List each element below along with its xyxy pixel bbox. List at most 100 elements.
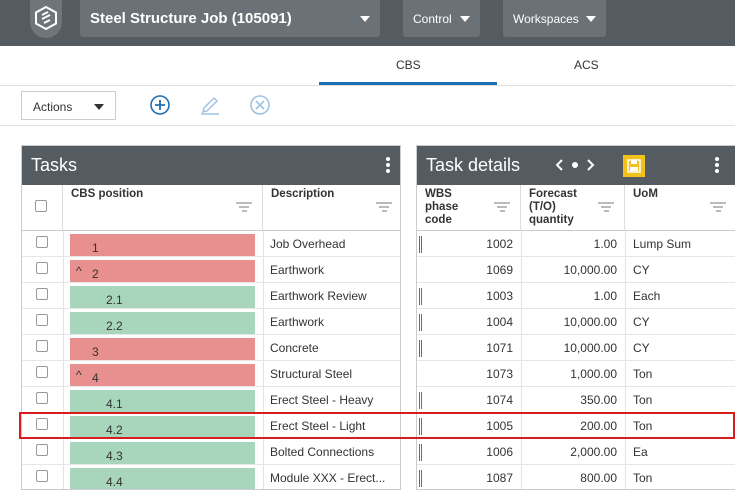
cbs-position-cell[interactable]: 4.1: [70, 390, 255, 412]
row-checkbox[interactable]: [36, 392, 48, 404]
row-checkbox[interactable]: [36, 470, 48, 482]
project-name: Steel Structure Job (105091): [90, 10, 292, 27]
filter-icon[interactable]: [710, 202, 726, 214]
delete-icon[interactable]: [249, 94, 271, 116]
uom-cell: CY: [633, 263, 650, 277]
cbs-position-value: 4.1: [106, 397, 123, 411]
control-label: Control: [413, 11, 452, 26]
task-row[interactable]: 1 Job Overhead: [22, 231, 400, 257]
selected-row-highlight: [19, 412, 735, 439]
filter-icon[interactable]: [494, 202, 510, 214]
task-row[interactable]: 4.1 Erect Steel - Heavy: [22, 387, 400, 413]
project-selector[interactable]: Steel Structure Job (105091): [80, 0, 380, 37]
forecast-quantity-cell: 350.00: [580, 393, 617, 407]
tab-cbs[interactable]: CBS: [396, 58, 421, 72]
task-row[interactable]: 3 Concrete: [22, 335, 400, 361]
task-row[interactable]: 2.1 Earthwork Review: [22, 283, 400, 309]
task-row[interactable]: 4.4 Module XXX - Erect...: [22, 465, 400, 489]
filter-icon[interactable]: [236, 202, 252, 214]
wbs-label-2: phase: [425, 201, 459, 213]
collapse-chevron-icon[interactable]: ^: [76, 368, 82, 382]
pager-nav-icon[interactable]: [555, 157, 595, 173]
detail-row[interactable]: 1071 10,000.00 CY: [417, 335, 735, 361]
add-icon[interactable]: [149, 94, 171, 116]
description-cell: Module XXX - Erect...: [270, 471, 386, 485]
forecast-quantity-cell: 10,000.00: [563, 315, 617, 329]
cbs-position-cell[interactable]: 1: [70, 234, 255, 256]
status-marker: [419, 288, 422, 305]
forecast-quantity-cell: 10,000.00: [563, 341, 617, 355]
tasks-title: Tasks: [31, 155, 78, 175]
collapse-chevron-icon[interactable]: ^: [76, 264, 82, 278]
detail-row[interactable]: 1006 2,000.00 Ea: [417, 439, 735, 465]
row-checkbox[interactable]: [36, 236, 48, 248]
detail-row[interactable]: 1003 1.00 Each: [417, 283, 735, 309]
workspaces-menu[interactable]: Workspaces: [503, 0, 606, 37]
wbs-label-3: code: [425, 214, 452, 226]
description-cell: Earthwork: [270, 315, 325, 329]
cbs-position-cell[interactable]: 4.4: [70, 468, 255, 489]
forecast-quantity-cell: 200.00: [580, 419, 617, 433]
app-logo-icon[interactable]: [30, 0, 62, 38]
detail-row[interactable]: 1073 1,000.00 Ton: [417, 361, 735, 387]
cbs-position-cell[interactable]: 2.1: [70, 286, 255, 308]
edit-icon[interactable]: [199, 94, 221, 116]
cbs-position-cell[interactable]: 2.2: [70, 312, 255, 334]
detail-row[interactable]: 1069 10,000.00 CY: [417, 257, 735, 283]
cbs-position-cell[interactable]: 4.2: [70, 416, 255, 438]
forecast-label-3: quantity: [529, 214, 574, 226]
actions-dropdown[interactable]: Actions: [21, 91, 116, 120]
status-marker: [419, 418, 422, 435]
row-checkbox[interactable]: [36, 314, 48, 326]
detail-row[interactable]: 1087 800.00 Ton: [417, 465, 735, 489]
cbs-position-header[interactable]: CBS position: [63, 185, 263, 231]
tab-acs[interactable]: ACS: [574, 58, 599, 72]
cbs-position-cell[interactable]: ^ 4: [70, 364, 255, 386]
row-checkbox[interactable]: [36, 418, 48, 430]
filter-icon[interactable]: [376, 202, 392, 214]
select-all-checkbox[interactable]: [35, 200, 47, 212]
row-checkbox[interactable]: [36, 288, 48, 300]
forecast-label-2: (T/O): [529, 201, 556, 213]
task-details-title: Task details: [426, 155, 521, 175]
save-icon[interactable]: [623, 155, 645, 177]
task-details-header: Task details: [417, 146, 735, 185]
cbs-position-label: CBS position: [71, 188, 144, 200]
cbs-position-cell[interactable]: ^ 2: [70, 260, 255, 282]
forecast-quantity-cell: 10,000.00: [563, 263, 617, 277]
description-cell: Bolted Connections: [270, 445, 375, 459]
description-header[interactable]: Description: [263, 185, 400, 231]
details-menu-icon[interactable]: [715, 157, 719, 175]
filter-icon[interactable]: [598, 202, 614, 214]
row-checkbox[interactable]: [36, 262, 48, 274]
cbs-position-cell[interactable]: 4.3: [70, 442, 255, 464]
wbs-code-cell: 1006: [486, 445, 513, 459]
chevron-down-icon: [586, 16, 596, 22]
workspaces-label: Workspaces: [513, 11, 579, 26]
cbs-position-cell[interactable]: 3: [70, 338, 255, 360]
wbs-header[interactable]: WBS phase code: [417, 185, 521, 231]
description-cell: Erect Steel - Light: [270, 419, 366, 433]
forecast-quantity-cell: 1,000.00: [570, 367, 617, 381]
uom-header[interactable]: UoM: [625, 185, 735, 231]
top-bar: Steel Structure Job (105091) Control Wor…: [0, 0, 735, 46]
detail-row[interactable]: 1074 350.00 Ton: [417, 387, 735, 413]
task-row[interactable]: ^ 4 Structural Steel: [22, 361, 400, 387]
detail-row[interactable]: 1002 1.00 Lump Sum: [417, 231, 735, 257]
forecast-label-1: Forecast: [529, 188, 577, 200]
detail-row[interactable]: 1004 10,000.00 CY: [417, 309, 735, 335]
row-checkbox[interactable]: [36, 444, 48, 456]
task-row[interactable]: 4.3 Bolted Connections: [22, 439, 400, 465]
forecast-header[interactable]: Forecast (T/O) quantity: [521, 185, 625, 231]
cbs-position-value: 2.2: [106, 319, 123, 333]
cbs-position-value: 2.1: [106, 293, 123, 307]
chevron-down-icon: [360, 16, 370, 22]
task-row[interactable]: 2.2 Earthwork: [22, 309, 400, 335]
task-row[interactable]: ^ 2 Earthwork: [22, 257, 400, 283]
control-menu[interactable]: Control: [403, 0, 480, 37]
cbs-position-value: 4.3: [106, 449, 123, 463]
row-checkbox[interactable]: [36, 366, 48, 378]
tasks-menu-icon[interactable]: [386, 157, 390, 175]
uom-cell: Each: [633, 289, 661, 303]
row-checkbox[interactable]: [36, 340, 48, 352]
